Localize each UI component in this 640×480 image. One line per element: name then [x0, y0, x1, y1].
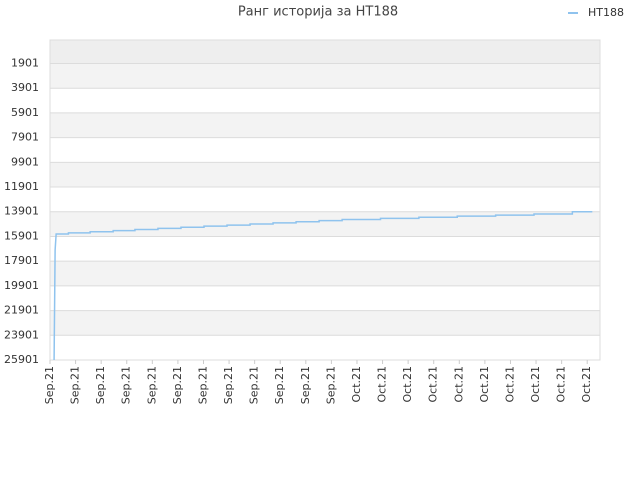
x-tick-label: Sep.21	[324, 366, 337, 404]
band	[50, 137, 600, 163]
x-tick-label: Oct.21	[555, 366, 568, 403]
legend-label: HT188	[588, 6, 624, 19]
band	[50, 40, 600, 64]
y-tick-label: 5901	[11, 106, 39, 119]
y-tick-label: 25901	[4, 353, 39, 366]
x-tick-label: Sep.21	[196, 366, 209, 404]
x-tick-label: Oct.21	[478, 366, 491, 403]
y-tick-label: 19901	[4, 279, 39, 292]
band	[50, 88, 600, 113]
x-tick-label: Oct.21	[503, 366, 516, 403]
band	[50, 63, 600, 89]
x-tick-label: Sep.21	[248, 366, 261, 404]
x-tick-label: Oct.21	[529, 366, 542, 403]
x-tick-label: Oct.21	[350, 366, 363, 403]
chart-title: Ранг историја за HT188	[238, 5, 398, 20]
band	[50, 162, 600, 188]
x-tick-label: Sep.21	[171, 366, 184, 404]
band	[50, 285, 600, 311]
y-tick-label: 1901	[11, 56, 39, 69]
x-tick-label: Sep.21	[120, 366, 133, 404]
x-tick-label: Oct.21	[376, 366, 389, 403]
y-tick-label: 15901	[4, 229, 39, 242]
y-tick-label: 23901	[4, 328, 39, 341]
y-tick-label: 21901	[4, 304, 39, 317]
band	[50, 335, 600, 360]
y-tick-label: 13901	[4, 205, 39, 218]
band	[50, 261, 600, 286]
y-tick-label: 9901	[11, 155, 39, 168]
band	[50, 236, 600, 262]
x-tick-label: Sep.21	[222, 366, 235, 404]
x-tick-label: Oct.21	[452, 366, 465, 403]
x-tick-label: Oct.21	[401, 366, 414, 403]
band	[50, 112, 600, 138]
y-tick-label: 17901	[4, 254, 39, 267]
x-tick-label: Sep.21	[273, 366, 286, 404]
y-tick-label: 11901	[4, 180, 39, 193]
x-tick-label: Oct.21	[580, 366, 593, 403]
band	[50, 187, 600, 212]
y-tick-label: 7901	[11, 131, 39, 144]
line	[53, 210, 593, 361]
band	[50, 211, 600, 237]
x-tick-label: Sep.21	[145, 366, 158, 404]
x-tick-label: Sep.21	[69, 366, 82, 404]
x-tick-label: Oct.21	[427, 366, 440, 403]
x-tick-label: Sep.21	[94, 366, 107, 404]
band	[50, 310, 600, 336]
y-tick-label: 3901	[11, 81, 39, 94]
x-tick-label: Sep.21	[43, 366, 56, 404]
x-tick-label: Sep.21	[299, 366, 312, 404]
